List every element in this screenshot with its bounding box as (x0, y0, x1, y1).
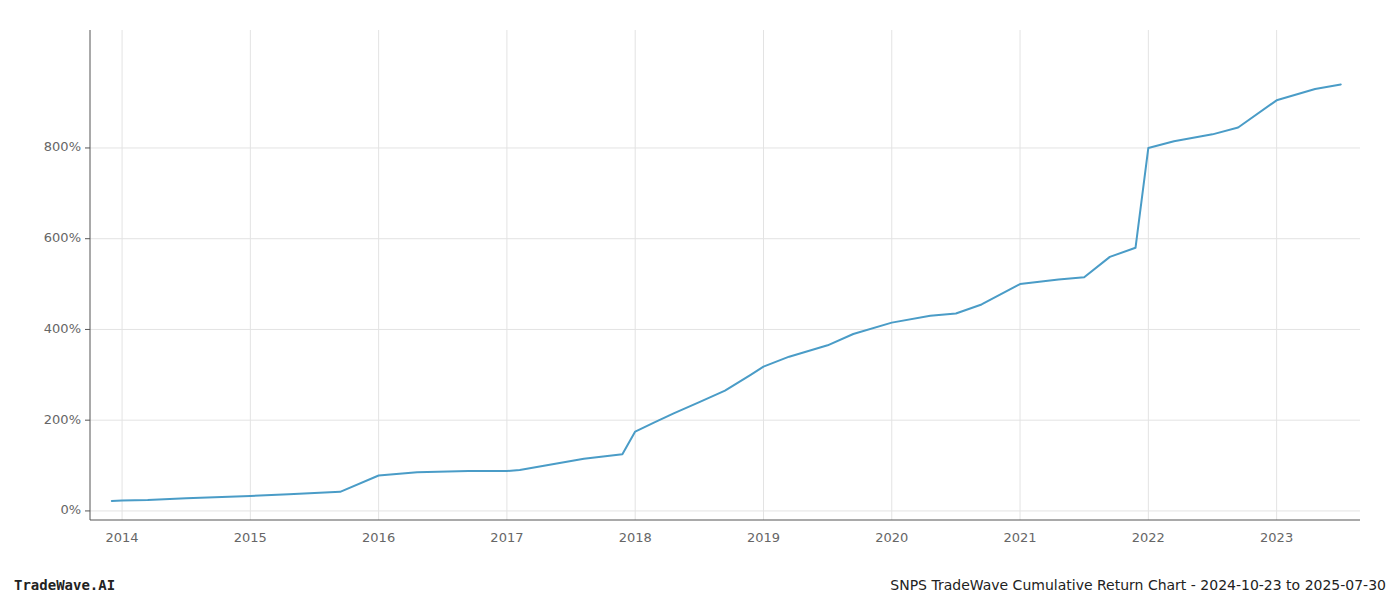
x-grid-line (1148, 30, 1149, 520)
x-tick-label: 2022 (1132, 530, 1165, 545)
x-tick-label: 2014 (106, 530, 139, 545)
x-tick-label: 2021 (1004, 530, 1037, 545)
y-axis-line (90, 30, 91, 520)
x-tick-label: 2018 (619, 530, 652, 545)
axes: 0% 200% 400% 600% 800% 2014 2015 2016 2017 2018 20… (44, 30, 1360, 545)
chart-svg: 0% 200% 400% 600% 800% 2014 2015 2016 2017 2018 20… (0, 0, 1400, 600)
x-grid-line (763, 30, 764, 520)
y-tick-label: 600% (44, 230, 81, 245)
x-tick-label: 2019 (747, 530, 780, 545)
x-grid-line (1276, 30, 1277, 520)
plot-area (112, 84, 1341, 501)
y-tick-label: 400% (44, 321, 81, 336)
x-axis-line (90, 520, 1360, 521)
y-grid-line (90, 147, 1360, 148)
footer-left: TradeWave.AI (14, 577, 115, 593)
x-tick-label: 2023 (1260, 530, 1293, 545)
y-tick (85, 329, 90, 330)
y-grid-line (90, 238, 1360, 239)
x-grid-line (1020, 30, 1021, 520)
x-tick-label: 2017 (490, 530, 523, 545)
grid (90, 30, 1360, 520)
x-grid-line (250, 30, 251, 520)
y-tick-label: 200% (44, 412, 81, 427)
y-tick-label: 0% (60, 502, 81, 517)
x-grid-line (635, 30, 636, 520)
data-line (112, 84, 1341, 501)
x-tick-label: 2016 (362, 530, 395, 545)
y-tick (85, 510, 90, 511)
chart-container: 0% 200% 400% 600% 800% 2014 2015 2016 2017 2018 20… (0, 0, 1400, 600)
y-tick (85, 420, 90, 421)
x-grid-line (891, 30, 892, 520)
x-tick-label: 2015 (234, 530, 267, 545)
y-tick (85, 238, 90, 239)
x-grid-line (122, 30, 123, 520)
footer-right: SNPS TradeWave Cumulative Return Chart -… (890, 577, 1386, 593)
y-grid-line (90, 420, 1360, 421)
y-tick (85, 147, 90, 148)
x-tick-label: 2020 (875, 530, 908, 545)
y-grid-line (90, 329, 1360, 330)
x-grid-line (378, 30, 379, 520)
x-grid-line (506, 30, 507, 520)
y-grid-line (90, 510, 1360, 511)
y-tick-label: 800% (44, 139, 81, 154)
